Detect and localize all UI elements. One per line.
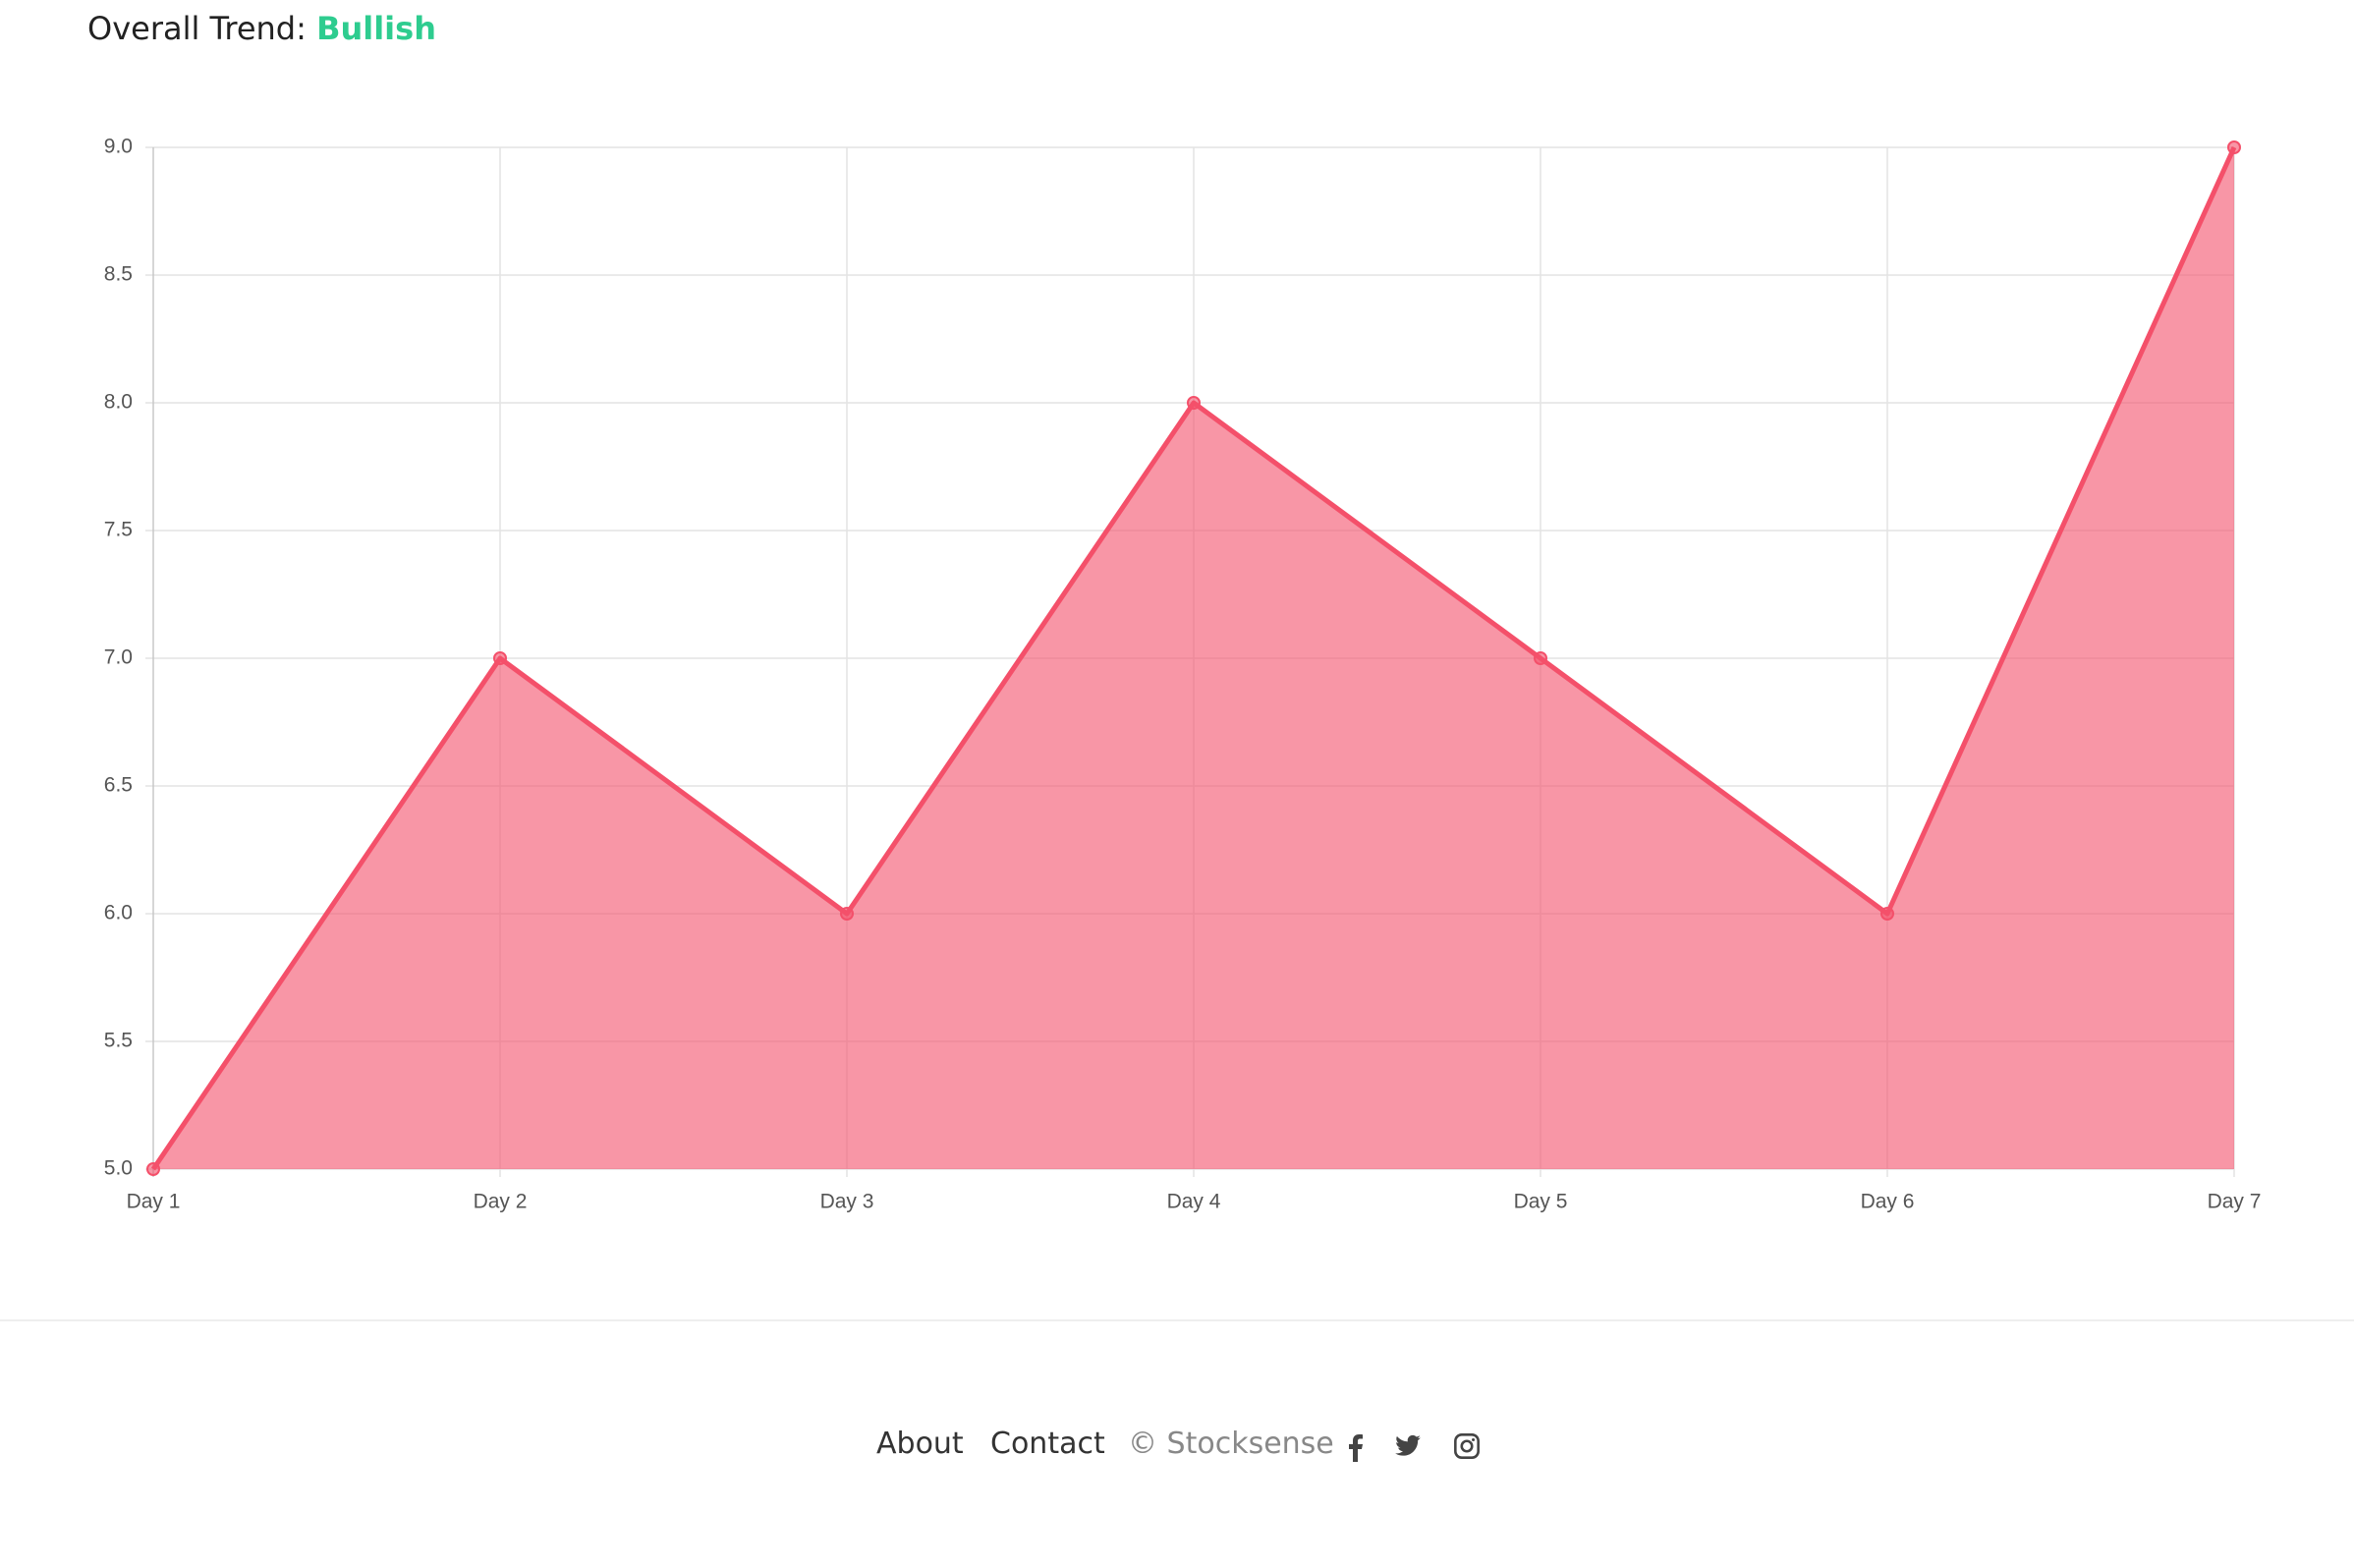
- facebook-icon[interactable]: [1346, 1432, 1364, 1462]
- x-tick-label: Day 3: [820, 1191, 874, 1213]
- trend-label: Overall Trend:: [87, 10, 307, 47]
- footer: About Contact © Stocksense: [0, 1427, 2354, 1470]
- x-tick-label: Day 6: [1861, 1191, 1915, 1213]
- y-tick-label: 9.0: [104, 136, 133, 158]
- footer-link[interactable]: About: [876, 1427, 964, 1461]
- area-fill: [153, 147, 2234, 1169]
- point: [1187, 396, 1201, 410]
- point: [493, 651, 507, 665]
- point: [1534, 651, 1547, 665]
- instagram-icon[interactable]: [1453, 1432, 1481, 1460]
- x-tick-label: Day 1: [127, 1191, 181, 1213]
- point: [146, 1162, 160, 1176]
- trend-value: Bullish: [316, 10, 436, 47]
- y-tick-label: 5.0: [104, 1157, 133, 1180]
- x-tick-label: Day 5: [1514, 1191, 1568, 1213]
- y-tick-label: 6.0: [104, 902, 133, 924]
- x-tick-label: Day 2: [474, 1191, 528, 1213]
- trend-header: Overall Trend: Bullish: [87, 10, 436, 47]
- y-tick-label: 5.5: [104, 1030, 133, 1052]
- y-tick-label: 8.0: [104, 391, 133, 414]
- twitter-icon[interactable]: [1393, 1432, 1423, 1460]
- point: [840, 907, 854, 921]
- footer-link[interactable]: Contact: [990, 1427, 1105, 1461]
- chart: 5.0 5.5 6.0 6.5 7.0 7.5 8.0 8.5 9.0 Day 1 Day 2 Day…: [104, 136, 2262, 1213]
- x-tick-label: Day 4: [1167, 1191, 1221, 1213]
- point: [2227, 140, 2241, 154]
- x-tick-label: Day 7: [2208, 1191, 2262, 1213]
- copyright: © Stocksense: [1128, 1427, 1334, 1461]
- y-tick-label: 7.0: [104, 646, 133, 669]
- separator: [0, 1319, 2354, 1321]
- y-tick-label: 7.5: [104, 519, 133, 541]
- y-tick-label: 6.5: [104, 774, 133, 797]
- y-tick-label: 8.5: [104, 263, 133, 286]
- point: [1880, 907, 1894, 921]
